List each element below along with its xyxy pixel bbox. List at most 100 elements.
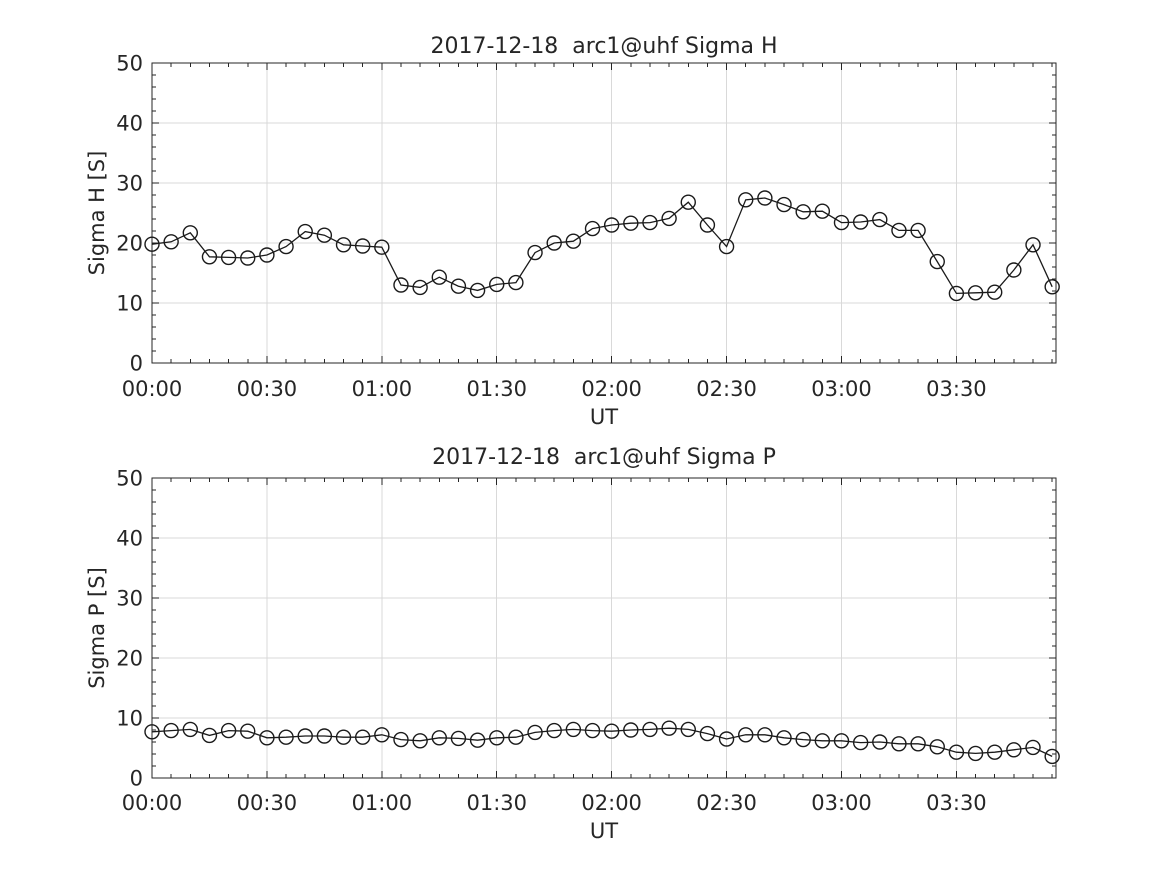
y-tick-label: 50	[116, 52, 143, 76]
data-point-marker	[699, 725, 716, 742]
y-tick-label: 30	[116, 172, 143, 196]
data-point-marker	[872, 211, 888, 228]
data-point-marker	[259, 247, 275, 263]
grid-lines	[152, 63, 1056, 363]
x-tick-label: 03:00	[811, 791, 872, 815]
data-point-marker	[929, 253, 945, 270]
data-point-marker	[910, 736, 926, 752]
data-point-marker	[354, 729, 371, 745]
y-tick-label: 0	[130, 352, 143, 376]
data-point-marker	[948, 285, 965, 302]
data-point-marker	[661, 210, 677, 227]
y-tick-label: 50	[116, 467, 143, 491]
data-point-marker	[833, 733, 850, 749]
data-point-marker	[316, 227, 333, 243]
data-point-marker	[450, 730, 467, 747]
sigma-h-x-axis-label: UT	[589, 405, 619, 429]
data-point-marker	[987, 744, 1003, 760]
data-point-marker	[661, 720, 677, 736]
data-point-marker	[489, 730, 505, 746]
data-point-marker	[795, 204, 811, 220]
data-point-marker	[220, 722, 237, 739]
data-point-marker	[240, 250, 256, 266]
y-tick-label: 30	[116, 587, 143, 611]
data-point-marker	[565, 233, 582, 249]
data-point-marker	[182, 225, 199, 241]
sigma-p-plot: 0 10 20 30 40 50 00:00 00:30 01:00 01:30 02:00 02:3…	[116, 467, 1060, 815]
data-point-marker	[259, 730, 275, 746]
data-point-marker	[220, 249, 237, 266]
x-tick-label: 03:30	[926, 377, 987, 401]
data-point-marker	[431, 730, 447, 746]
data-point-marker	[987, 284, 1003, 300]
data-point-marker	[144, 236, 160, 252]
data-point-marker	[814, 203, 831, 219]
data-point-marker	[163, 722, 179, 739]
data-point-marker	[335, 729, 352, 745]
sigma-h-plot: 0 10 20 30 40 50 00:00 00:30 01:00 01:30 02:00 02:3…	[116, 52, 1060, 402]
data-point-marker	[374, 239, 390, 255]
x-tick-label: 01:00	[352, 791, 413, 815]
data-point-marker	[163, 234, 179, 250]
y-tick-label: 20	[116, 232, 143, 256]
data-point-marker	[584, 722, 601, 739]
data-point-marker	[201, 249, 218, 265]
data-point-marker	[776, 730, 792, 746]
data-point-marker	[833, 214, 850, 231]
sigma-p-x-axis-label: UT	[589, 819, 619, 843]
data-point-marker	[814, 733, 831, 749]
sigma-p-series-line	[151, 727, 1053, 757]
data-point-marker	[967, 745, 984, 762]
data-point-marker	[738, 192, 754, 208]
data-point-marker	[718, 238, 735, 255]
data-point-marker	[795, 731, 811, 748]
data-point-marker	[316, 728, 333, 744]
x-tick-label: 00:30	[237, 791, 298, 815]
data-point-marker	[852, 734, 869, 751]
data-point-marker	[584, 220, 601, 237]
data-point-marker	[278, 729, 294, 745]
data-point-marker	[508, 274, 524, 291]
data-point-marker	[469, 732, 486, 748]
x-tick-label: 01:00	[352, 377, 413, 401]
data-point-marker	[872, 734, 888, 750]
plot-box	[151, 62, 1057, 364]
x-tick-label: 02:00	[581, 791, 642, 815]
sigma-p-series-markers	[144, 720, 1060, 765]
data-point-marker	[489, 276, 505, 293]
data-point-marker	[450, 278, 467, 294]
data-point-marker	[738, 727, 754, 743]
data-point-marker	[776, 196, 792, 213]
tick-labels: 0 10 20 30 40 50 00:00 00:30 01:00 01:30 02:00 02:3…	[116, 52, 986, 402]
data-point-marker	[335, 237, 352, 253]
data-point-marker	[546, 235, 562, 251]
data-point-marker	[603, 217, 620, 233]
x-tick-label: 02:30	[696, 791, 757, 815]
data-point-marker	[297, 223, 313, 240]
data-point-marker	[1044, 748, 1060, 765]
y-tick-label: 10	[116, 292, 143, 316]
data-point-marker	[469, 282, 486, 299]
y-tick-label: 40	[116, 112, 143, 136]
data-point-marker	[1044, 279, 1060, 295]
data-point-marker	[565, 721, 582, 738]
data-point-marker	[948, 744, 965, 760]
y-tick-label: 20	[116, 647, 143, 671]
x-tick-label: 02:00	[581, 377, 642, 401]
data-point-marker	[680, 721, 696, 738]
x-tick-label: 01:30	[466, 791, 527, 815]
data-point-marker	[393, 731, 409, 748]
data-point-marker	[374, 727, 390, 743]
data-point-marker	[412, 733, 428, 749]
x-tick-label: 00:30	[237, 377, 298, 401]
data-point-marker	[603, 723, 620, 739]
axis-ticks	[151, 477, 1056, 779]
data-point-marker	[757, 727, 773, 743]
data-point-marker	[278, 238, 294, 255]
data-point-marker	[297, 728, 313, 744]
data-point-marker	[527, 724, 543, 741]
data-point-marker	[144, 724, 160, 740]
data-point-marker	[757, 190, 773, 206]
